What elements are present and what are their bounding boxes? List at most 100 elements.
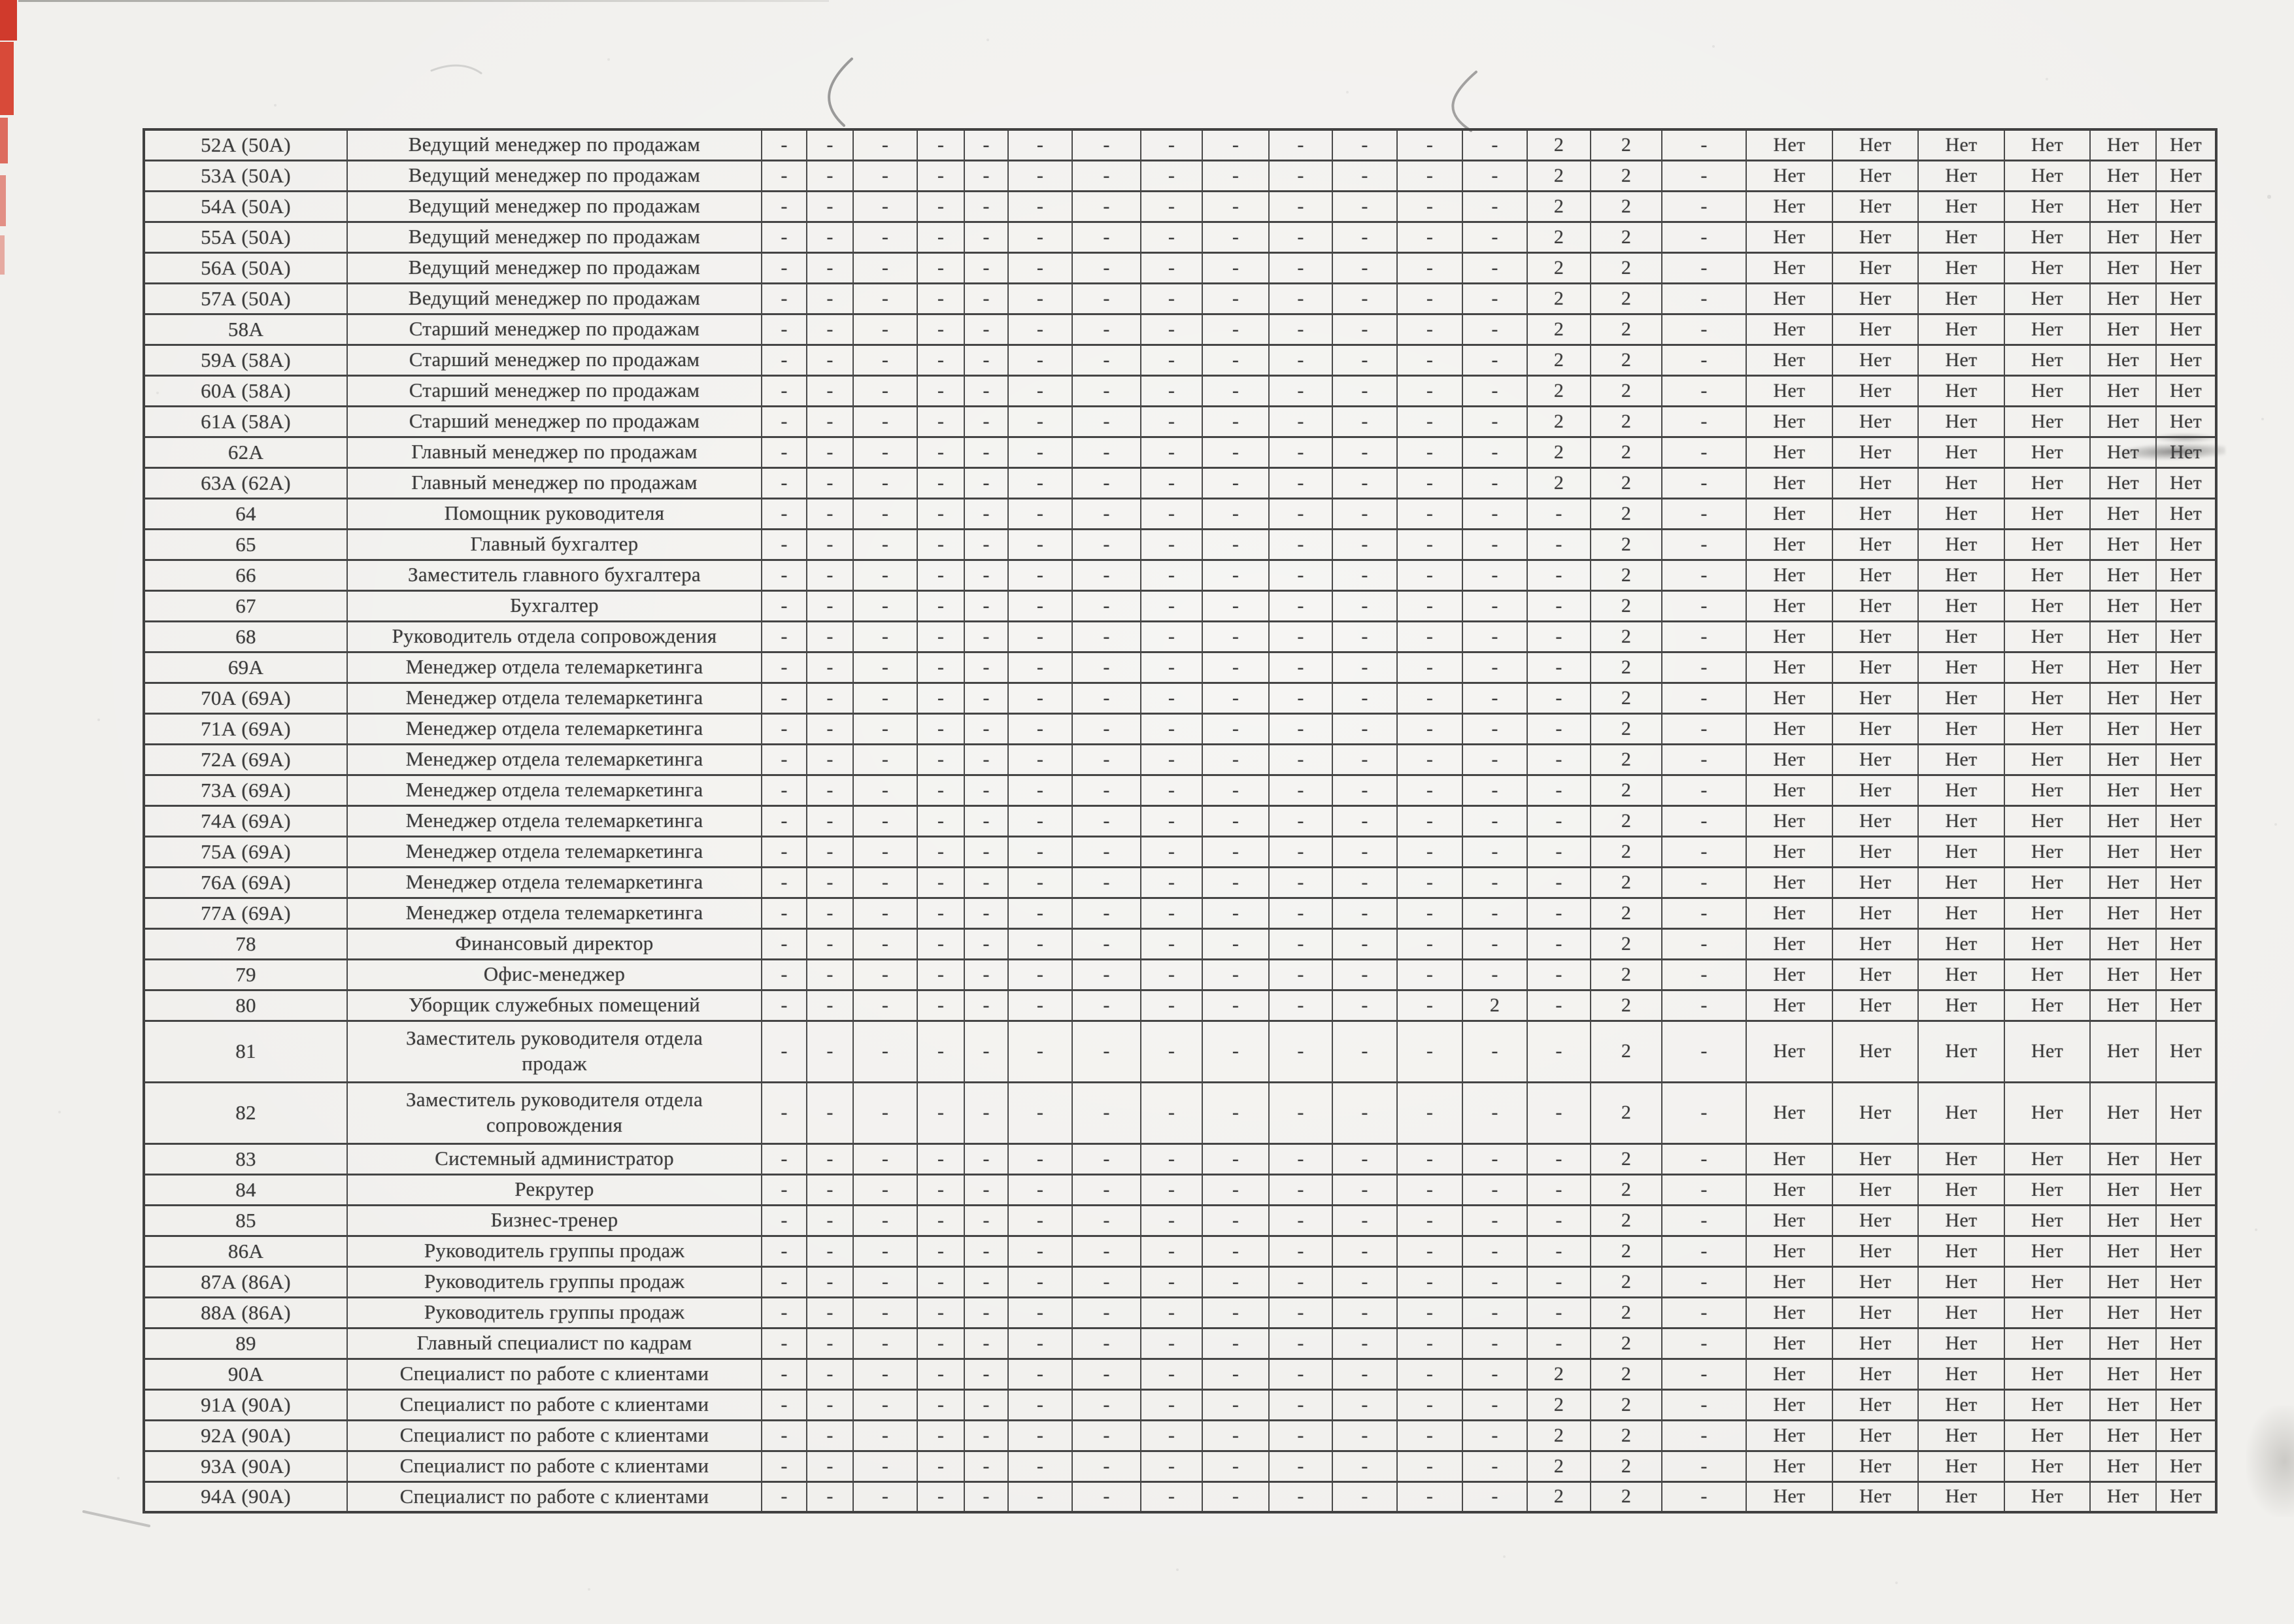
cell-no-flag: Нет	[2004, 589, 2091, 622]
cell-value: -	[761, 1265, 807, 1298]
cell-value: -	[1661, 405, 1747, 438]
cell-value: -	[1661, 497, 1747, 530]
cell-value: -	[964, 1204, 1009, 1237]
cell-position-number: 78	[143, 927, 348, 960]
cell-value: -	[1268, 1019, 1333, 1083]
cell-no-flag: Нет	[1746, 466, 1833, 499]
cell-no-flag: Нет	[2155, 128, 2217, 161]
cell-value: 2	[1590, 558, 1662, 592]
cell-no-flag: Нет	[2089, 1019, 2157, 1083]
cell-no-flag: Нет	[2004, 743, 2091, 776]
cell-value: -	[1202, 681, 1270, 715]
table-row: 68 Руководитель отдела сопровождения - - - - -…	[143, 620, 2217, 653]
cell-value: -	[1661, 681, 1747, 715]
cell-value: 2	[1590, 1357, 1662, 1391]
cell-value: -	[761, 128, 807, 161]
cell-no-flag: Нет	[1832, 343, 1919, 377]
cell-value: -	[761, 558, 807, 592]
cell-no-flag: Нет	[1832, 743, 1919, 776]
cell-value: -	[964, 743, 1009, 776]
cell-value: -	[1661, 374, 1747, 407]
cell-value: 2	[1527, 220, 1591, 254]
cell-value: -	[917, 1388, 965, 1421]
cell-value: -	[1202, 435, 1270, 469]
cell-value: -	[1202, 466, 1270, 499]
cell-value: -	[1202, 1388, 1270, 1421]
cell-value: -	[1268, 896, 1333, 930]
cell-value: 2	[1590, 374, 1662, 407]
cell-no-flag: Нет	[1917, 773, 2005, 807]
cell-no-flag: Нет	[1746, 743, 1833, 776]
cell-value: -	[1071, 251, 1141, 284]
cell-value: -	[1007, 405, 1073, 438]
cell-position-number: 82	[143, 1081, 348, 1145]
cell-job-title: Специалист по работе с клиентами	[346, 1388, 762, 1421]
cell-job-title: Менеджер отдела телемаркетинга	[346, 712, 762, 745]
cell-value: -	[806, 958, 854, 991]
cell-value: 2	[1527, 1449, 1591, 1483]
cell-position-number: 71А (69А)	[143, 712, 348, 745]
cell-no-flag: Нет	[2155, 681, 2217, 715]
cell-no-flag: Нет	[2004, 681, 2091, 715]
cell-value: -	[1007, 220, 1073, 254]
cell-value: -	[806, 128, 854, 161]
cell-value: -	[1527, 896, 1591, 930]
cell-job-title: Менеджер отдела телемаркетинга	[346, 835, 762, 868]
cell-no-flag: Нет	[1832, 1327, 1919, 1360]
cell-value: -	[917, 620, 965, 653]
cell-job-title: Старший менеджер по продажам	[346, 374, 762, 407]
cell-value: -	[806, 927, 854, 960]
cell-value: -	[1268, 1173, 1333, 1206]
cell-value: -	[964, 958, 1009, 991]
cell-value: -	[1332, 435, 1398, 469]
table-row: 53А (50А) Ведущий менеджер по продажам - - -…	[143, 159, 2217, 192]
cell-no-flag: Нет	[2089, 313, 2157, 346]
cell-no-flag: Нет	[2089, 1234, 2157, 1268]
cell-value: -	[806, 220, 854, 254]
cell-no-flag: Нет	[2004, 282, 2091, 315]
cell-value: -	[964, 159, 1009, 192]
table-row: 93А (90А) Специалист по работе с клиентам…	[143, 1449, 2217, 1483]
cell-value: -	[1396, 405, 1463, 438]
cell-value: -	[1140, 1327, 1203, 1360]
cell-no-flag: Нет	[1917, 190, 2005, 223]
cell-value: -	[1462, 589, 1528, 622]
cell-no-flag: Нет	[1917, 1081, 2005, 1145]
cell-value: -	[1462, 804, 1528, 837]
cell-no-flag: Нет	[1832, 927, 1919, 960]
cell-job-title: Ведущий менеджер по продажам	[346, 251, 762, 284]
cell-no-flag: Нет	[1917, 435, 2005, 469]
cell-no-flag: Нет	[1832, 712, 1919, 745]
cell-no-flag: Нет	[2089, 712, 2157, 745]
cell-no-flag: Нет	[2089, 743, 2157, 776]
cell-value: -	[1661, 528, 1747, 561]
cell-value: 2	[1590, 1265, 1662, 1298]
cell-no-flag: Нет	[1917, 313, 2005, 346]
table-row: 64 Помощник руководителя - - - - - - - - - - - - - -2- Н…	[143, 497, 2217, 530]
cell-value: -	[1661, 1388, 1747, 1421]
cell-value: 2	[1590, 1234, 1662, 1268]
cell-value: -	[1202, 743, 1270, 776]
cell-value: 2	[1527, 159, 1591, 192]
table-row: 84 Рекрутер - - - - - - - - - - - - - -2- Нет Нет Нет Нет Не…	[143, 1173, 2217, 1206]
cell-value: -	[1202, 497, 1270, 530]
cell-value: -	[1071, 1480, 1141, 1514]
cell-no-flag: Нет	[2004, 989, 2091, 1022]
cell-value: -	[1202, 989, 1270, 1022]
cell-value: -	[1396, 681, 1463, 715]
cell-value: -	[1007, 927, 1073, 960]
cell-value: -	[1527, 681, 1591, 715]
cell-no-flag: Нет	[1917, 1419, 2005, 1452]
cell-value: -	[806, 866, 854, 899]
cell-no-flag: Нет	[1832, 374, 1919, 407]
cell-value: -	[1462, 620, 1528, 653]
cell-value: -	[1007, 1265, 1073, 1298]
cell-no-flag: Нет	[1917, 282, 2005, 315]
cell-value: -	[1140, 466, 1203, 499]
cell-value: -	[1462, 1204, 1528, 1237]
cell-value: -	[917, 220, 965, 254]
cell-no-flag: Нет	[2155, 405, 2217, 438]
cell-value: -	[1332, 927, 1398, 960]
cell-no-flag: Нет	[2089, 866, 2157, 899]
cell-value: 2	[1590, 804, 1662, 837]
